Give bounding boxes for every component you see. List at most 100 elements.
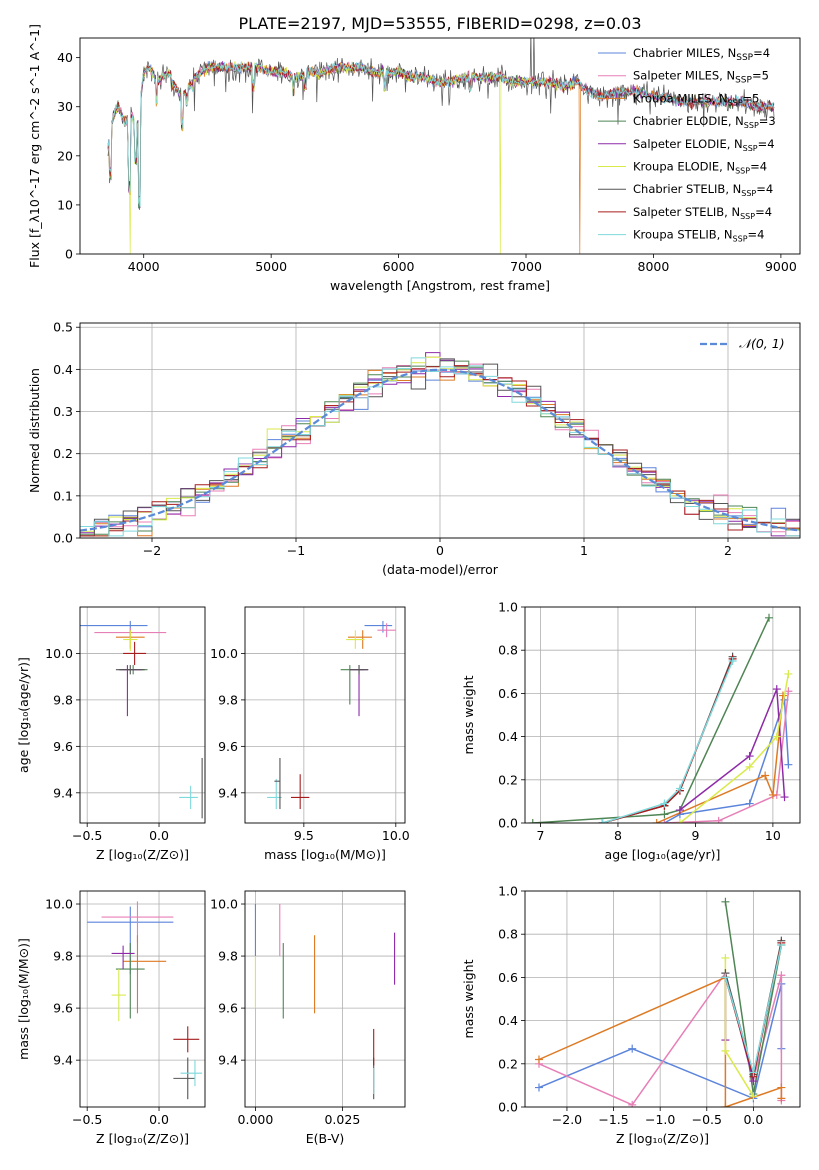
y-tick-label: 0.0 — [498, 816, 518, 831]
y-tick-label: 0.1 — [53, 488, 73, 503]
axes-frame — [79, 322, 801, 539]
panel-spectrum: 4000 5000 6000 7000 8000 9000 0 10 20 30 40 wavelen… — [27, 24, 801, 293]
errorbar-point — [274, 757, 281, 810]
x-tick-label: 8000 — [638, 259, 670, 274]
massweight-marker — [675, 784, 684, 793]
y-axis-label: mass [log₁₀(M/M⊙)] — [16, 938, 31, 1060]
massweight-marker — [780, 793, 789, 802]
axes-frame — [244, 606, 406, 824]
y-tick-label: 0 — [65, 247, 73, 262]
x-tick-label: 0 — [436, 543, 444, 558]
y-axis-label: Flux [f_λ10^-17 erg cm^-2 s^-1 A^-1] — [27, 24, 42, 268]
axes-frame — [244, 890, 406, 1108]
errorbar-point — [349, 665, 369, 675]
y-tick-label: 1.0 — [498, 600, 518, 615]
x-axis-label: Z [log₁₀(Z/Z⊙)] — [616, 1131, 709, 1146]
massweight-marker — [675, 806, 684, 815]
errorbar-point — [290, 774, 310, 810]
y-tick-label: 0.4 — [498, 1013, 518, 1028]
y-tick-label: 9.6 — [218, 739, 238, 754]
massweight-marker — [628, 1044, 637, 1053]
x-tick-label: 0.0 — [149, 1112, 169, 1127]
massweight-marker — [778, 691, 787, 700]
x-axis-label: (data-model)/error — [382, 562, 499, 577]
legend-label: Salpeter MILES, NSSP=5 — [633, 69, 769, 86]
panel-age_vs_Z: −0.5 0.0 9.4 9.6 9.8 10.0 Z [log₁₀(Z/Z⊙)] age [… — [16, 606, 206, 862]
plot-area — [534, 897, 786, 1107]
x-tick-label: 7000 — [510, 259, 542, 274]
x-axis-label: mass [log₁₀(M/M⊙)] — [264, 847, 386, 862]
errorbar-point — [115, 665, 145, 675]
massweight-marker — [749, 1092, 758, 1101]
errorbar-point — [80, 620, 148, 633]
legend-label: Salpeter STELIB, NSSP=4 — [633, 205, 772, 221]
y-tick-label: 9.4 — [218, 1053, 238, 1068]
panel-residuals: −2 −1 0 1 2 0.0 0.1 0.2 0.3 0.4 0.5 (data-model)/er… — [27, 320, 801, 577]
axes-frame — [524, 890, 801, 1108]
y-tick-label: 9.8 — [53, 949, 73, 964]
x-tick-label: −2.0 — [552, 1112, 582, 1127]
panel-mass_vs_EBV: 0.000 0.025 9.4 9.6 9.8 10.0 E(B-V) — [210, 890, 406, 1146]
massweight-marker — [784, 669, 793, 678]
y-tick-label: 0.8 — [498, 927, 518, 942]
x-tick-label: −2 — [143, 543, 161, 558]
massweight-marker — [528, 819, 537, 823]
y-tick-label: 9.4 — [53, 785, 73, 800]
errorbar-point — [180, 1060, 203, 1087]
massweight-marker — [745, 752, 754, 761]
massweight-line — [679, 688, 786, 811]
errorbar-point — [377, 623, 396, 638]
massweight-marker — [728, 657, 737, 665]
spectrum-line — [107, 61, 775, 207]
y-tick-label: 0.0 — [498, 1100, 518, 1115]
massweight-line — [679, 673, 790, 823]
massweight-marker — [777, 971, 786, 980]
y-tick-label: 0.5 — [53, 320, 73, 335]
panel-mass_vs_Z: −0.5 0.0 9.4 9.6 9.8 10.0 Z [log₁₀(Z/Z⊙)] mass … — [16, 890, 206, 1146]
y-tick-label: 9.6 — [53, 739, 73, 754]
x-tick-label: 9000 — [765, 259, 797, 274]
y-tick-label: 9.8 — [218, 692, 238, 707]
errorbar-point — [123, 630, 138, 652]
massweight-line — [602, 660, 734, 823]
y-tick-label: 0.6 — [498, 970, 518, 985]
y-tick-label: 40 — [57, 50, 73, 65]
x-tick-label: 9 — [691, 828, 699, 843]
plot-area — [80, 620, 203, 819]
massweight-marker — [598, 819, 607, 823]
legend-label: Kroupa ELODIE, NSSP=4 — [633, 160, 767, 176]
y-tick-label: 10.0 — [45, 646, 73, 661]
y-tick-label: 9.6 — [218, 1001, 238, 1016]
legend: Chabrier MILES, NSSP=4 Salpeter MILES, NS… — [598, 46, 776, 244]
y-tick-label: 0.2 — [53, 446, 73, 461]
axes-frame — [524, 606, 801, 824]
plot-area — [267, 620, 396, 810]
errorbar-point — [346, 630, 365, 649]
figure-title: PLATE=2197, MJD=53555, FIBERID=0298, z=0… — [238, 14, 641, 33]
y-tick-label: 20 — [57, 148, 73, 163]
panel-age_vs_mass: 9.5 10.0 9.4 9.6 9.8 10.0 mass [log₁₀(M/M⊙)] — [210, 606, 410, 862]
panel-massweight_vs_age: 7 8 9 10 0.0 0.2 0.4 0.6 0.8 1.0 age [log₁₀(age/yr… — [461, 600, 801, 862]
massweight-marker — [721, 973, 730, 982]
errorbar-point — [364, 620, 393, 633]
errorbar-point — [267, 778, 282, 810]
massweight-marker — [534, 1055, 543, 1064]
massweight-line — [664, 691, 790, 823]
x-axis-label: E(B-V) — [306, 1131, 345, 1146]
x-tick-label: 7 — [537, 828, 545, 843]
x-tick-label: 6000 — [383, 259, 415, 274]
errorbar-point — [123, 641, 147, 666]
errorbar-point — [120, 665, 142, 717]
plot-area — [80, 352, 800, 537]
y-axis-label: mass weight — [461, 959, 476, 1038]
x-axis-label: wavelength [Angstrom, rest frame] — [330, 278, 550, 293]
legend-label: Salpeter ELODIE, NSSP=4 — [633, 137, 775, 153]
histogram-salpeter-stelib — [80, 365, 800, 537]
massweight-marker — [628, 1100, 637, 1107]
massweight-marker — [749, 1068, 758, 1077]
y-tick-label: 0.8 — [498, 643, 518, 658]
legend-label: 𝒩(0, 1) — [739, 336, 785, 351]
massweight-marker — [768, 790, 777, 799]
x-axis-label: Z [log₁₀(Z/Z⊙)] — [96, 1131, 189, 1146]
